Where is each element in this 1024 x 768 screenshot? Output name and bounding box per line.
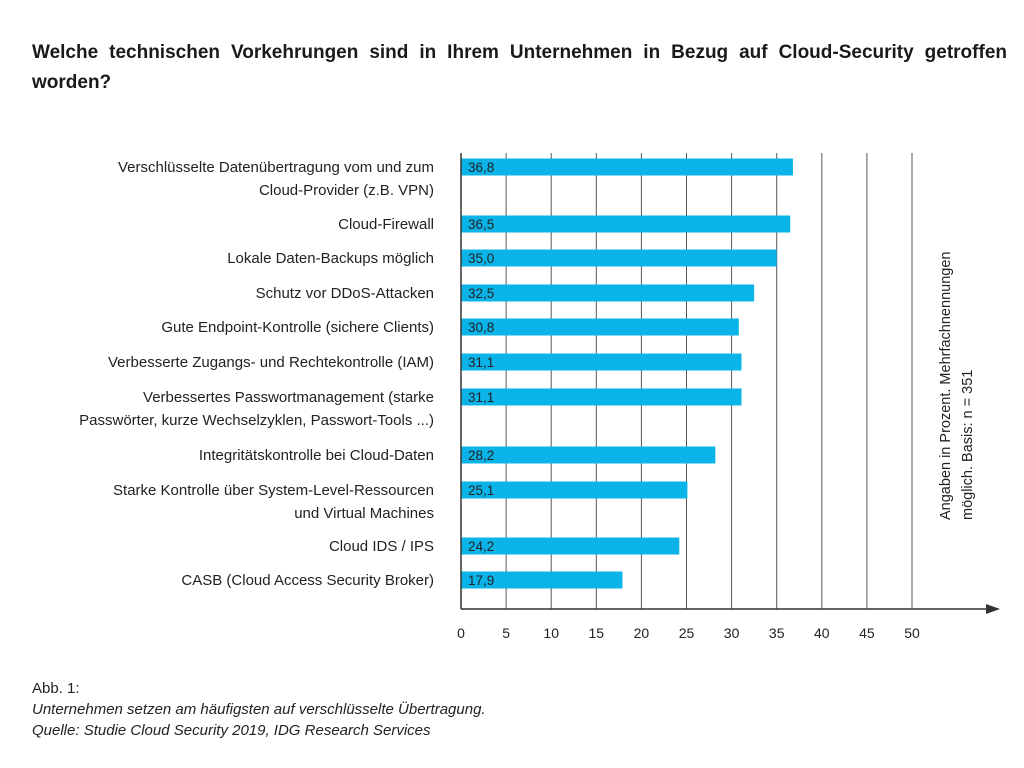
bar (461, 537, 680, 555)
category-label: CASB (Cloud Access Security Broker) (181, 572, 434, 589)
bar (461, 318, 739, 336)
x-tick-label: 50 (904, 625, 920, 641)
category-label: Passwörter, kurze Wechselzyklen, Passwor… (79, 412, 434, 429)
x-tick-label: 5 (502, 625, 510, 641)
chart-title: Welche technischen Vorkehrungen sind in … (32, 42, 1007, 93)
caption-text: Unternehmen setzen am häufigsten auf ver… (32, 701, 486, 718)
bar-value-label: 35,0 (468, 251, 494, 266)
x-tick-label: 30 (724, 625, 740, 641)
category-label: Cloud IDS / IPS (329, 538, 434, 555)
bar (461, 388, 742, 406)
x-tick-label: 45 (859, 625, 875, 641)
x-axis-arrow-icon (986, 604, 1000, 614)
category-label: Schutz vor DDoS-Attacken (256, 285, 434, 302)
x-tick-label: 25 (679, 625, 695, 641)
category-label: Verbesserte Zugangs- und Rechtekontrolle… (108, 354, 434, 371)
bar-value-label: 32,5 (468, 286, 494, 301)
bar-value-label: 36,5 (468, 217, 494, 232)
bar-value-label: 28,2 (468, 448, 494, 463)
bar (461, 353, 742, 371)
bar-value-label: 31,1 (468, 355, 494, 370)
category-label: Cloud-Provider (z.B. VPN) (259, 182, 434, 199)
bar-value-label: 25,1 (468, 483, 494, 498)
bar (461, 158, 793, 176)
category-label: Integritätskontrolle bei Cloud-Daten (199, 447, 434, 464)
bar-value-label: 24,2 (468, 539, 494, 554)
bar (461, 446, 716, 464)
bar-value-label: 30,8 (468, 320, 494, 335)
x-tick-label: 10 (543, 625, 559, 641)
category-label: Gute Endpoint-Kontrolle (sichere Clients… (161, 319, 434, 336)
x-tick-label: 35 (769, 625, 785, 641)
caption-source: Quelle: Studie Cloud Security 2019, IDG … (32, 722, 431, 739)
category-label: Cloud-Firewall (338, 216, 434, 233)
bar (461, 249, 777, 267)
x-tick-label: 0 (457, 625, 465, 641)
bar-value-label: 36,8 (468, 160, 494, 175)
category-label: und Virtual Machines (294, 505, 434, 522)
bar (461, 284, 755, 302)
bar (461, 215, 791, 233)
side-note-line-1: Angaben in Prozent. Mehrfachnennungen (938, 251, 954, 520)
bar (461, 571, 623, 589)
side-note: Angaben in Prozent. Mehrfachnennungen mö… (935, 215, 985, 520)
caption-figure-number: Abb. 1: (32, 680, 80, 697)
x-tick-label: 15 (589, 625, 605, 641)
x-tick-label: 20 (634, 625, 650, 641)
category-label: Verbessertes Passwortmanagement (starke (143, 389, 434, 406)
side-note-line-2: möglich. Basis: n = 351 (960, 369, 976, 520)
bar-value-label: 31,1 (468, 390, 494, 405)
category-label: Lokale Daten-Backups möglich (227, 250, 434, 267)
figure-caption: Abb. 1: Unternehmen setzen am häufigsten… (32, 678, 732, 741)
bar-value-label: 17,9 (468, 573, 494, 588)
bar (461, 481, 688, 499)
category-label: Verschlüsselte Datenübertragung vom und … (118, 159, 434, 176)
category-label: Starke Kontrolle über System-Level-Resso… (113, 482, 434, 499)
x-tick-label: 40 (814, 625, 830, 641)
